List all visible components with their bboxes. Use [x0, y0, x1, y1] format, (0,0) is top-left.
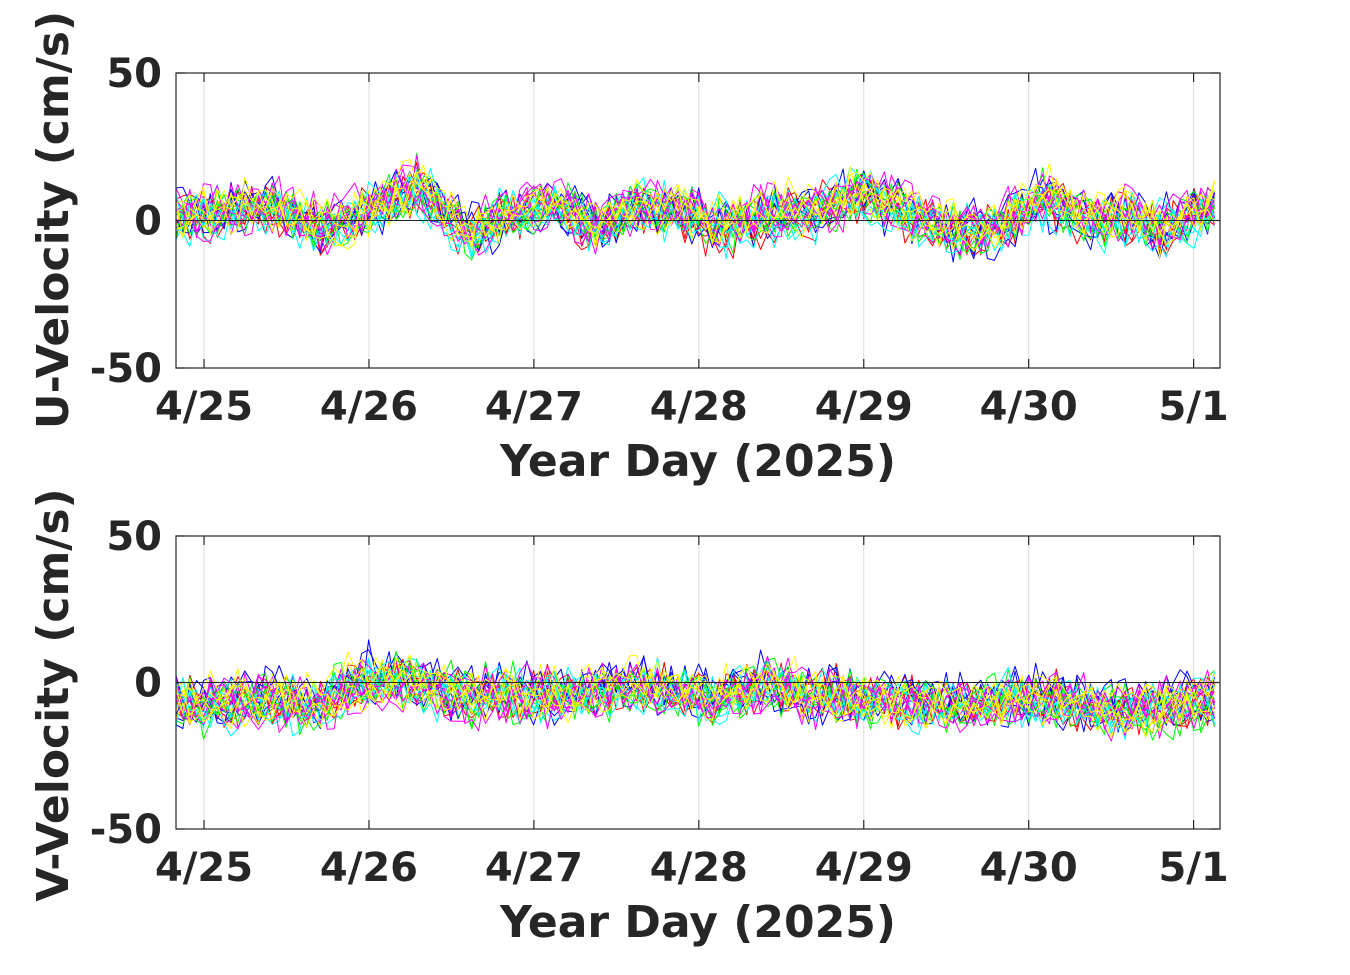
- series-line-5-4: [175, 159, 1215, 242]
- series-line-5-4: [175, 656, 1215, 732]
- y-tick-label: 0: [134, 199, 162, 245]
- x-axis-title: Year Day (2025): [499, 897, 896, 948]
- series-line-5-3: [175, 173, 1215, 249]
- y-axis-title: U-Velocity (cm/s): [28, 11, 79, 429]
- y-tick-label: 0: [134, 661, 162, 707]
- series-lines: [175, 639, 1215, 742]
- series-lines: [175, 152, 1215, 263]
- x-tick-label: 4/29: [815, 384, 913, 430]
- x-tick-label: 5/1: [1158, 845, 1228, 891]
- x-tick-label: 4/26: [320, 845, 418, 891]
- u-velocity-panel: 4/25 4/26 4/27 4/28 4/29 4/30 5/1 -50 0 50 Year Da…: [28, 11, 1229, 487]
- y-tick-label: -50: [90, 346, 162, 392]
- y-axis-title: V-Velocity (cm/s): [28, 488, 79, 901]
- x-tick-label: 4/30: [980, 845, 1078, 891]
- series-line-5-2: [175, 651, 1215, 719]
- x-tick-label: 4/30: [980, 384, 1078, 430]
- series-line-5-0: [175, 164, 1215, 259]
- x-tick-label: 4/27: [485, 845, 583, 891]
- v-velocity-panel: 4/25 4/26 4/27 4/28 4/29 4/30 5/1 -50 0 50 Year Da…: [28, 488, 1229, 948]
- series-line-4-1: [175, 667, 1215, 742]
- y-tick-label: -50: [90, 807, 162, 853]
- x-tick-label: 4/25: [155, 384, 253, 430]
- series-line-5-1: [175, 666, 1215, 740]
- x-tick-label: 4/29: [815, 845, 913, 891]
- x-tick-label: 4/28: [650, 384, 748, 430]
- series-line-1-2: [175, 661, 1215, 731]
- x-tick-label: 4/25: [155, 845, 253, 891]
- series-line-5-3: [175, 670, 1215, 734]
- x-axis-title: Year Day (2025): [499, 436, 896, 487]
- x-tick-label: 4/26: [320, 384, 418, 430]
- x-tick-label: 4/27: [485, 384, 583, 430]
- x-tick-label: 4/28: [650, 845, 748, 891]
- y-tick-label: 50: [106, 51, 162, 97]
- x-tick-label: 5/1: [1158, 384, 1228, 430]
- series-line-5-0: [175, 661, 1215, 727]
- y-tick-label: 50: [106, 514, 162, 560]
